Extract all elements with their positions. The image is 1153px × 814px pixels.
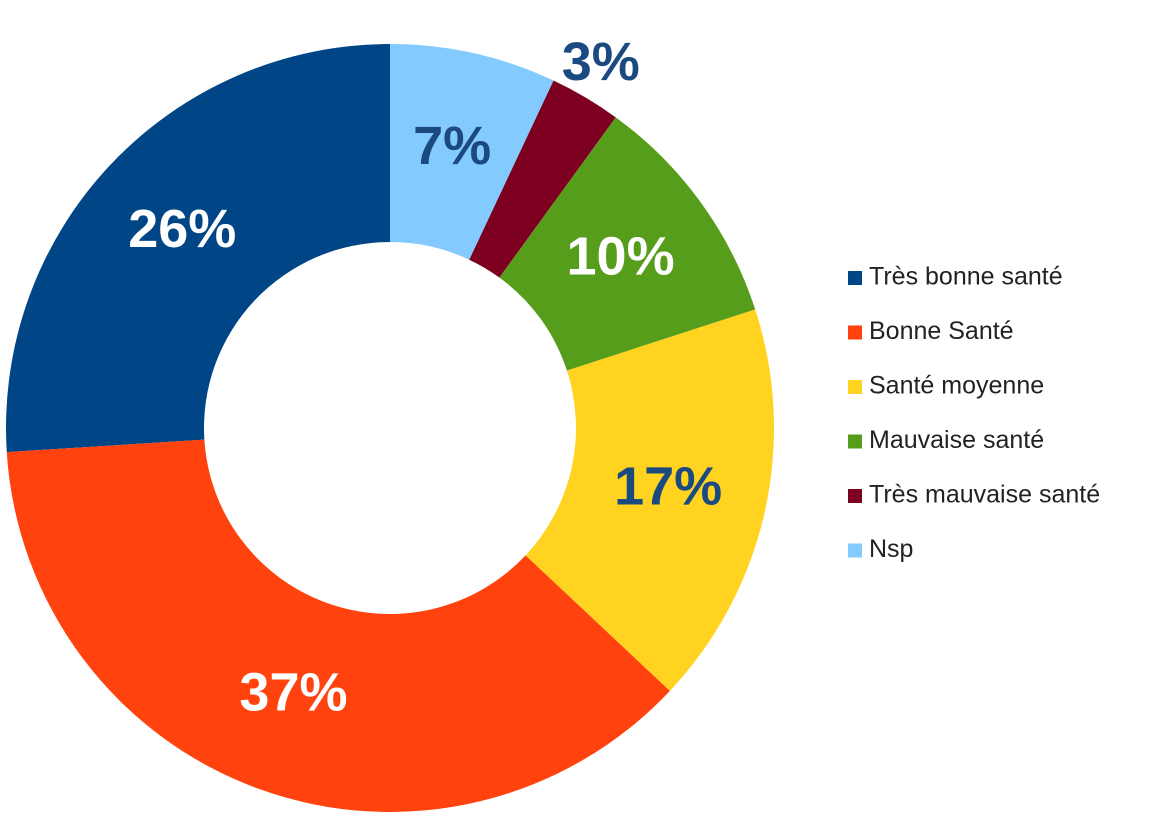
- value-label: 17%: [614, 456, 722, 516]
- legend-swatch: [848, 380, 862, 394]
- donut-slice: [5, 44, 391, 453]
- legend-swatch: [848, 543, 862, 558]
- value-label: 10%: [567, 227, 675, 287]
- legend-label: Très bonne santé: [869, 263, 1063, 291]
- donut-slice: [525, 309, 774, 691]
- donut-slice: [499, 117, 756, 371]
- legend-swatch: [848, 434, 862, 449]
- donut-slice: [6, 439, 670, 812]
- legend-label: Nsp: [869, 535, 913, 563]
- value-label: 37%: [239, 662, 347, 722]
- value-label: 26%: [128, 199, 236, 259]
- value-label: 3%: [562, 32, 640, 92]
- legend-label: Mauvaise santé: [869, 426, 1044, 454]
- legend-label: Très mauvaise santé: [869, 481, 1100, 509]
- value-label: 7%: [413, 116, 491, 176]
- legend-swatch: [848, 325, 862, 340]
- legend-label: Bonne Santé: [869, 317, 1014, 345]
- legend-swatch: [848, 271, 862, 285]
- donut-slice: [469, 80, 616, 278]
- donut-slice: [390, 44, 554, 260]
- legend-label: Santé moyenne: [869, 372, 1044, 400]
- legend-swatch: [848, 489, 862, 503]
